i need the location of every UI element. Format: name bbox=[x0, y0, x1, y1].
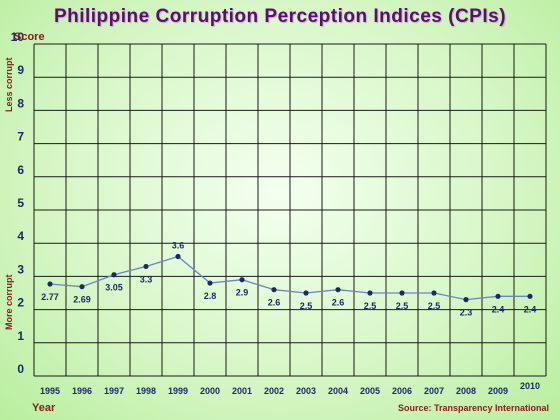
y-tick-label: 1 bbox=[17, 329, 24, 343]
chart-title: Philippine Corruption Perception Indices… bbox=[53, 6, 507, 27]
data-label: 2.5 bbox=[396, 301, 409, 311]
y-tick-label: 4 bbox=[17, 229, 24, 243]
y-tick-label: 0 bbox=[17, 362, 24, 376]
y-tick-label: 10 bbox=[11, 30, 25, 44]
data-point bbox=[175, 253, 181, 260]
data-point bbox=[527, 293, 533, 299]
data-label: 2.77 bbox=[41, 292, 59, 302]
data-label: 2.5 bbox=[428, 301, 441, 311]
data-label: 2.4 bbox=[492, 304, 505, 314]
x-tick-label: 1997 bbox=[104, 386, 124, 396]
x-tick-label: 2000 bbox=[200, 386, 220, 396]
data-point bbox=[143, 263, 149, 270]
x-tick-label: 2008 bbox=[456, 386, 476, 396]
y-axis-more-corrupt-label: More corrupt bbox=[4, 274, 14, 330]
x-tick-label: 2007 bbox=[424, 386, 444, 396]
data-label: 2.5 bbox=[364, 301, 377, 311]
data-label: 2.3 bbox=[460, 308, 473, 318]
data-point bbox=[207, 280, 213, 286]
x-tick-label: 1995 bbox=[40, 386, 60, 396]
x-tick-label: 1999 bbox=[168, 386, 188, 396]
data-point bbox=[79, 284, 85, 290]
x-tick-label: 1996 bbox=[72, 386, 92, 396]
x-tick-label: 2004 bbox=[328, 386, 348, 396]
x-tick-label: 2005 bbox=[360, 386, 380, 396]
data-label: 3.6 bbox=[172, 240, 185, 250]
y-tick-label: 3 bbox=[17, 262, 24, 276]
data-point bbox=[335, 287, 341, 293]
y-tick-labels: 0 1 2 3 4 5 6 7 8 9 10 bbox=[11, 30, 25, 376]
data-label: 2.5 bbox=[300, 301, 313, 311]
data-point bbox=[495, 293, 501, 299]
data-label: 2.4 bbox=[524, 304, 537, 314]
data-point bbox=[463, 297, 469, 303]
data-point bbox=[399, 290, 405, 296]
y-tick-label: 5 bbox=[17, 196, 24, 210]
data-label: 3.3 bbox=[140, 274, 153, 284]
x-tick-labels: 1995 1996 1997 1998 1999 2000 2001 2002 2003 2004… bbox=[40, 381, 540, 396]
data-label: 2.6 bbox=[268, 298, 281, 308]
data-markers bbox=[47, 253, 533, 303]
x-tick-label: 2009 bbox=[488, 386, 508, 396]
source-note: Source: Transparency International bbox=[398, 403, 549, 413]
y-tick-label: 2 bbox=[17, 296, 24, 310]
data-point bbox=[303, 290, 309, 296]
data-label: 2.8 bbox=[204, 291, 217, 301]
data-label: 3.05 bbox=[105, 283, 123, 293]
grid-lines bbox=[33, 43, 547, 377]
data-point bbox=[271, 287, 277, 293]
x-tick-label: 2003 bbox=[296, 386, 316, 396]
data-label: 2.9 bbox=[236, 288, 249, 298]
y-axis-label: Score bbox=[14, 31, 45, 43]
x-axis-label: Year bbox=[32, 402, 56, 414]
y-tick-label: 8 bbox=[17, 96, 24, 110]
data-label: 2.6 bbox=[332, 298, 345, 308]
cpi-series-line bbox=[49, 255, 530, 301]
data-labels: 2.77 2.69 3.05 3.3 3.6 2.8 2.9 2.6 2.5 2.6 2.5 2.5 2… bbox=[41, 240, 536, 317]
data-point bbox=[367, 290, 373, 296]
x-tick-label: 2010 bbox=[520, 381, 540, 391]
data-point bbox=[111, 272, 117, 278]
x-tick-label: 2002 bbox=[264, 386, 284, 396]
data-point bbox=[239, 277, 245, 283]
data-point bbox=[47, 281, 53, 287]
x-tick-label: 2006 bbox=[392, 386, 412, 396]
x-tick-label: 2001 bbox=[232, 386, 252, 396]
data-point bbox=[431, 290, 437, 296]
x-tick-label: 1998 bbox=[136, 386, 156, 396]
data-label: 2.69 bbox=[73, 295, 91, 305]
y-tick-label: 7 bbox=[17, 130, 24, 144]
y-axis-less-corrupt-label: Less corrupt bbox=[4, 57, 14, 112]
y-tick-label: 6 bbox=[17, 163, 24, 177]
y-tick-label: 9 bbox=[17, 63, 24, 77]
